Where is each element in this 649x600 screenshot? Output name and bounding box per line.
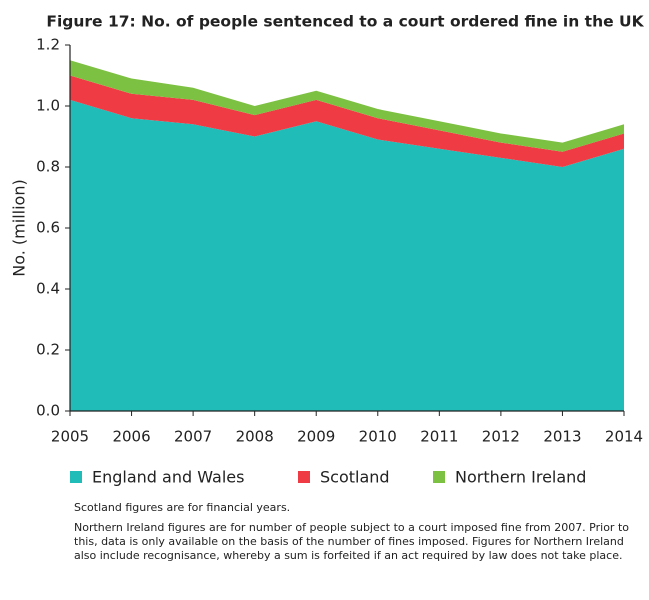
y-tick-label: 1.2: [36, 36, 60, 54]
legend-label: Northern Ireland: [455, 468, 586, 487]
chart: Figure 17: No. of people sentenced to a …: [10, 13, 645, 487]
y-axis-label: No. (million): [10, 179, 29, 276]
area: [70, 60, 624, 152]
legend-swatch: [433, 471, 445, 483]
x-tick-label: 2009: [297, 428, 335, 446]
x-tick-label: 2014: [605, 428, 643, 446]
area: [70, 99, 624, 412]
note: Northern Ireland figures are for number …: [74, 521, 629, 562]
x-tick-label: 2011: [420, 428, 458, 446]
x-tick-label: 2010: [359, 428, 397, 446]
y-tick-label: 0.6: [36, 219, 60, 237]
x-tick-label: 2006: [112, 428, 150, 446]
x-tick-label: 2007: [174, 428, 212, 446]
y-tick-label: 0.0: [36, 402, 60, 420]
y-tick-label: 0.8: [36, 158, 60, 176]
y-tick-label: 0.4: [36, 280, 60, 298]
legend-swatch: [298, 471, 310, 483]
legend-swatch: [70, 471, 82, 483]
area: [70, 75, 624, 167]
x-tick-label: 2012: [482, 428, 520, 446]
x-tick-label: 2013: [543, 428, 581, 446]
note: Scotland figures are for financial years…: [74, 501, 291, 514]
legend-label: Scotland: [320, 468, 390, 487]
y-tick-label: 0.2: [36, 341, 60, 359]
x-tick-label: 2005: [51, 428, 89, 446]
x-tick-label: 2008: [236, 428, 274, 446]
y-tick-label: 1.0: [36, 97, 60, 115]
chart-title: Figure 17: No. of people sentenced to a …: [46, 13, 644, 31]
legend-label: England and Wales: [92, 468, 244, 487]
